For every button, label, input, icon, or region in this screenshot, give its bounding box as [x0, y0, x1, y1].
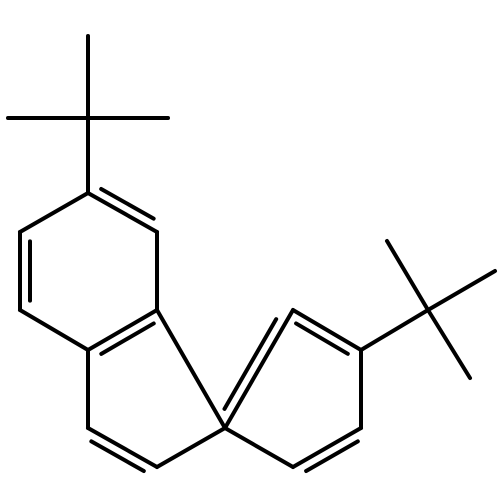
bond-B2-B3 [157, 428, 225, 467]
bond-T2-T2b [428, 310, 470, 378]
bond-A6-A1 [20, 193, 88, 232]
bond-T2-T2c [428, 271, 495, 310]
chemical-structure-diagram [0, 0, 500, 500]
bond-B3-A4 [157, 310, 225, 428]
bond-B3-C4-inner [225, 319, 277, 409]
bond-C4-B3 [225, 310, 293, 428]
bond-C3-T2 [361, 310, 428, 350]
bond-B3-C1 [225, 428, 293, 467]
bond-A2-A3 [20, 310, 88, 350]
bond-A3-A4 [88, 310, 157, 350]
bond-C3-C4 [293, 310, 361, 350]
bond-T2-T2a [387, 241, 428, 310]
